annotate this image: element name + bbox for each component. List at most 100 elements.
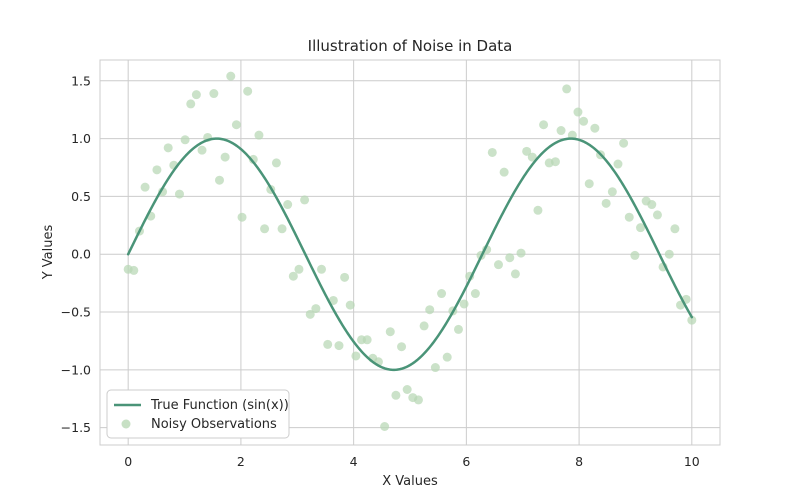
x-tick-label: 6 xyxy=(462,454,470,469)
noisy-observation-point xyxy=(288,271,298,281)
noisy-observation-point xyxy=(237,212,247,222)
noisy-observation-point xyxy=(516,248,526,258)
noisy-observation-point xyxy=(533,205,543,215)
plot-frame xyxy=(99,59,721,446)
noisy-observation-point xyxy=(493,260,503,270)
noisy-observation-point xyxy=(562,84,572,94)
noisy-observation-point xyxy=(413,395,423,405)
noisy-observation-point xyxy=(510,269,520,279)
noisy-observation-point xyxy=(334,341,344,351)
noisy-observation-point xyxy=(499,167,509,177)
noisy-observation-point xyxy=(573,107,583,117)
noisy-observation-point xyxy=(180,135,190,145)
noisy-observation-point xyxy=(283,200,293,210)
noisy-observation-point xyxy=(317,264,327,274)
x-tick-label: 8 xyxy=(575,454,583,469)
legend-marker-noisy-observations xyxy=(121,419,131,429)
noisy-observation-point xyxy=(260,224,270,234)
noisy-observation-point xyxy=(254,130,264,140)
noisy-observation-point xyxy=(300,195,310,205)
noisy-observation-point xyxy=(191,90,201,100)
noisy-observation-point xyxy=(231,120,241,130)
x-tick-layer: 0 2 4 6 8 10 xyxy=(124,454,700,469)
noisy-observation-point xyxy=(323,339,333,349)
noisy-observation-point xyxy=(647,200,657,210)
noisy-observation-point xyxy=(584,179,594,189)
noisy-observation-point xyxy=(362,335,372,345)
noisy-observation-point xyxy=(505,253,515,263)
chart-title: Illustration of Noise in Data xyxy=(308,37,513,55)
y-tick-label: −1.0 xyxy=(61,362,91,377)
noisy-observation-point xyxy=(425,305,435,315)
noisy-observation-point xyxy=(687,315,697,325)
true-function-line xyxy=(126,137,694,372)
y-tick-label: 1.0 xyxy=(71,131,91,146)
legend: True Function (sin(x)) Noisy Observation… xyxy=(106,389,290,439)
noisy-observation-point xyxy=(209,89,219,99)
noisy-observation-point xyxy=(459,299,469,309)
noisy-observation-point xyxy=(248,154,258,164)
noisy-observation-point xyxy=(453,324,463,334)
noisy-observation-point xyxy=(345,300,355,310)
legend-label-true-function: True Function (sin(x)) xyxy=(150,398,289,413)
noisy-observation-point xyxy=(152,165,162,175)
noisy-observation-point xyxy=(402,385,412,395)
y-tick-label: −0.5 xyxy=(61,305,91,320)
noisy-observation-point xyxy=(351,351,361,361)
noisy-observation-point xyxy=(601,198,611,208)
noisy-observation-point xyxy=(140,182,150,192)
noisy-observation-point xyxy=(590,123,600,133)
noisy-observation-point xyxy=(311,304,321,314)
noisy-observation-point xyxy=(214,175,224,185)
y-tick-label: 1.5 xyxy=(71,73,91,88)
noisy-observation-point xyxy=(527,152,537,162)
noisy-observation-point xyxy=(397,342,407,352)
noisy-observation-point xyxy=(607,187,617,197)
y-tick-layer: −1.5 −1.0 −0.5 0.0 0.5 1.0 1.5 xyxy=(61,73,91,435)
noisy-observation-point xyxy=(197,145,207,155)
noisy-observation-point xyxy=(243,86,253,96)
noisy-observation-point xyxy=(636,223,646,233)
noisy-observation-point xyxy=(163,143,173,153)
y-tick-label: −1.5 xyxy=(61,420,91,435)
y-tick-label: 0.0 xyxy=(71,247,91,262)
legend-label-noisy-observations: Noisy Observations xyxy=(151,417,277,432)
noisy-observation-point xyxy=(487,147,497,157)
noisy-observation-point xyxy=(220,152,230,162)
noisy-observation-point xyxy=(556,126,566,136)
grid-layer xyxy=(100,60,720,445)
noisy-observation-point xyxy=(579,116,589,126)
x-tick-label: 4 xyxy=(350,454,358,469)
noisy-observation-point xyxy=(271,158,281,168)
plot-area xyxy=(99,59,721,446)
noisy-observation-point xyxy=(470,289,480,299)
noisy-observation-point xyxy=(391,390,401,400)
noisy-observation-point xyxy=(430,363,440,373)
noisy-observation-point xyxy=(328,295,338,305)
line-layer xyxy=(126,137,694,372)
noisy-observation-point xyxy=(380,422,390,432)
noisy-observation-point xyxy=(652,210,662,220)
noisy-observation-point xyxy=(624,212,634,222)
x-axis-label: X Values xyxy=(382,474,438,489)
noisy-observation-point xyxy=(539,120,549,130)
noisy-observation-point xyxy=(437,289,447,299)
plot-background xyxy=(100,60,720,445)
noisy-observation-point xyxy=(522,146,532,156)
x-tick-label: 2 xyxy=(237,454,245,469)
y-axis-label: Y Values xyxy=(41,225,56,281)
noisy-observation-point xyxy=(670,224,680,234)
noisy-observation-point xyxy=(419,321,429,331)
noisy-observation-point xyxy=(613,159,623,169)
y-tick-label: 0.5 xyxy=(71,189,91,204)
noisy-observation-point xyxy=(664,249,674,259)
x-tick-label: 0 xyxy=(124,454,132,469)
noisy-observation-point xyxy=(186,99,196,109)
noisy-observation-point xyxy=(277,224,287,234)
noisy-observation-point xyxy=(385,327,395,337)
noisy-observation-point xyxy=(305,309,315,319)
noisy-observation-point xyxy=(630,250,640,260)
legend-box xyxy=(106,389,290,439)
x-tick-label: 10 xyxy=(684,454,700,469)
